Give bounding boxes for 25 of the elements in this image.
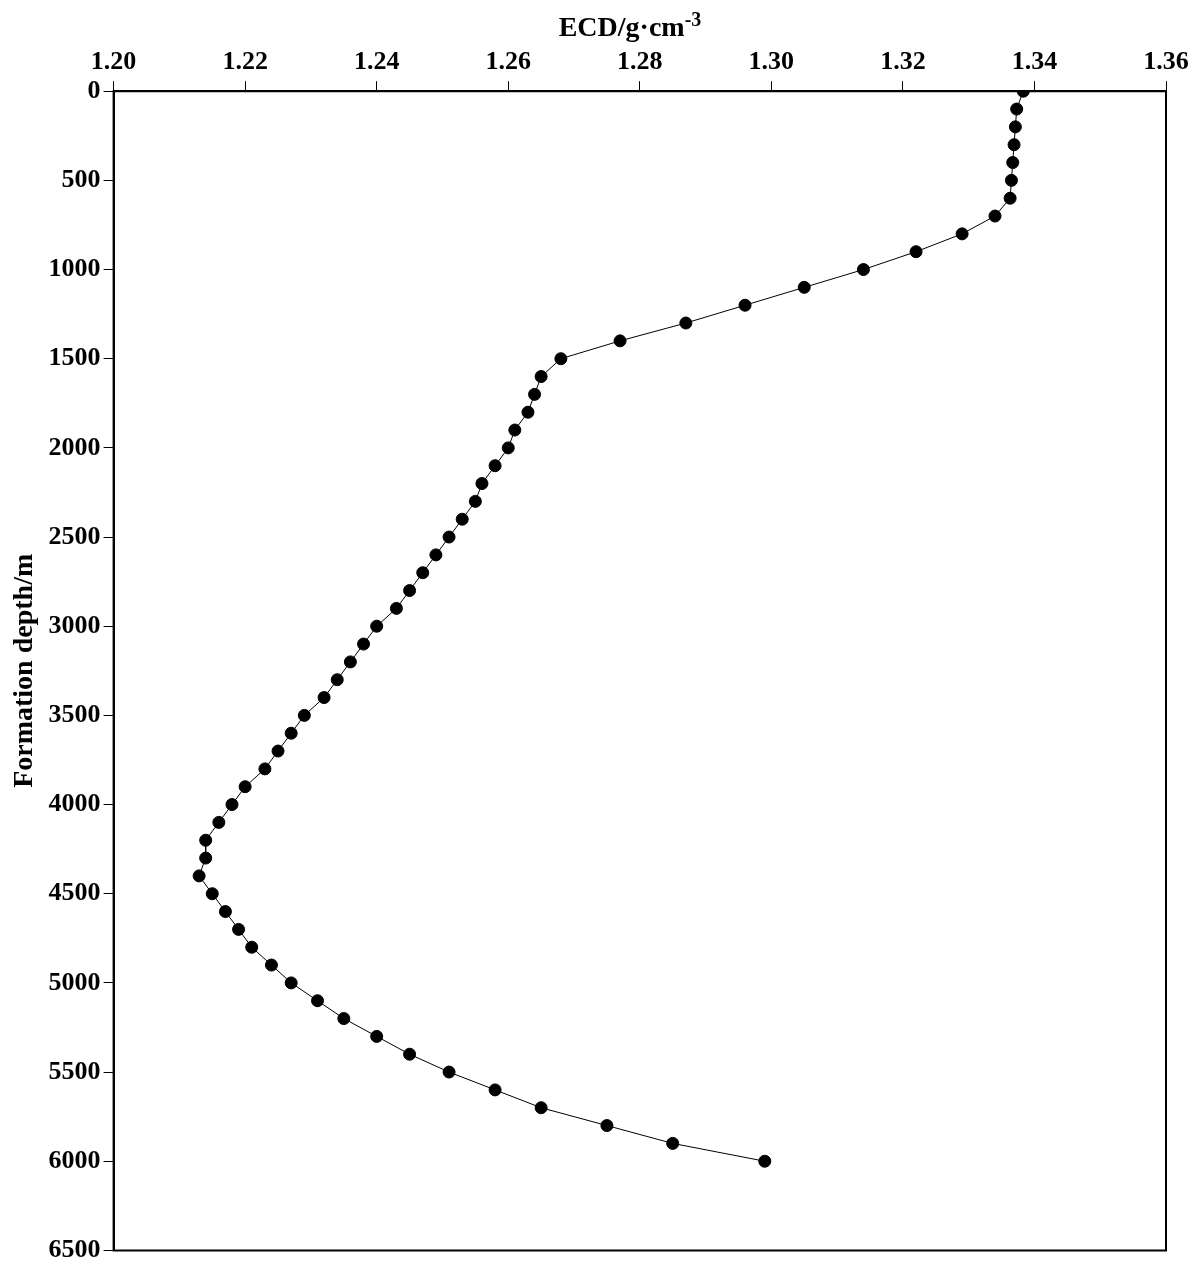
y-tick-label: 2500 — [48, 520, 101, 550]
y-tick-label: 1000 — [48, 253, 101, 283]
y-tick-label: 5000 — [48, 966, 101, 996]
y-tick-label: 5500 — [48, 1055, 101, 1085]
x-tick-label: 1.22 — [222, 46, 268, 76]
x-tick-label: 1.32 — [880, 46, 926, 76]
x-tick-label: 1.34 — [1011, 46, 1058, 76]
y-tick-label: 4500 — [48, 877, 101, 907]
y-tick-label: 500 — [61, 164, 101, 194]
x-tick-label: 1.24 — [353, 46, 400, 76]
y-tick-label: 1500 — [48, 342, 101, 372]
x-tick-label: 1.20 — [90, 46, 137, 76]
y-tick-label: 6000 — [48, 1144, 101, 1174]
x-axis-title: ECD/g·cm$^{-3}$ — [557, 8, 703, 44]
y-tick-label: 0 — [87, 74, 101, 104]
y-tick-label: 4000 — [48, 788, 101, 818]
x-tick-label: 1.28 — [617, 46, 663, 76]
y-tick-label: 3500 — [48, 699, 101, 729]
x-tick-label: 1.30 — [748, 46, 795, 76]
x-tick-label: 1.36 — [1143, 46, 1189, 76]
y-axis-title: Formation depth/m — [7, 553, 39, 788]
y-tick-label: 6500 — [48, 1234, 101, 1264]
y-tick-label: 3000 — [48, 609, 101, 639]
y-tick-label: 2000 — [48, 431, 101, 461]
x-tick-label: 1.26 — [485, 46, 531, 76]
